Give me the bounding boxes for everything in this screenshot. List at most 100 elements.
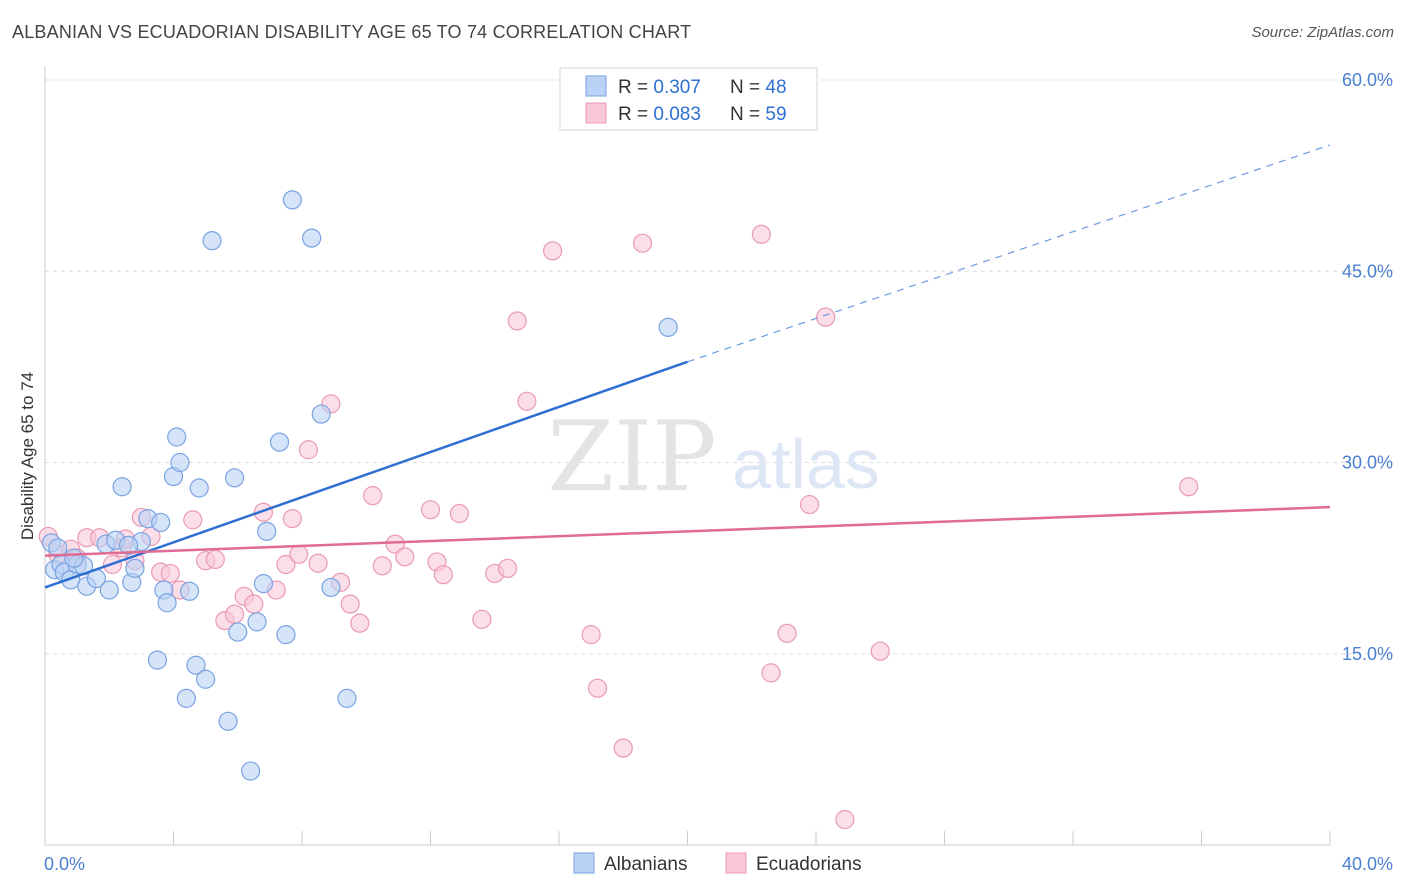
albanian-point-33	[241, 761, 261, 781]
albanian-point-22	[167, 427, 187, 447]
ecuadorian-point-40	[449, 503, 470, 524]
ecuadorian-point-45	[517, 391, 537, 411]
albanian-point-47	[64, 548, 84, 568]
ecuadorian-point-17	[205, 549, 225, 570]
ecuadorian-point-53	[777, 623, 797, 643]
trend-lines	[44, 144, 1331, 589]
ecuadorian-point-35	[385, 534, 405, 554]
watermark: ZIP atlas	[547, 401, 880, 513]
albanian-point-17	[147, 650, 168, 670]
albanian-point-43	[337, 688, 357, 708]
ecuadorian-point-25	[282, 508, 302, 529]
albanian-point-20	[157, 593, 177, 613]
albanian-point-44	[658, 317, 678, 337]
albanian-point-27	[189, 478, 209, 498]
albanian-point-25	[179, 581, 200, 601]
ecuadorian-point-21	[244, 594, 264, 614]
albanian-point-39	[282, 190, 302, 210]
svg-text:N = 48: N = 48	[730, 77, 787, 98]
svg-text:R = 0.083: R = 0.083	[618, 104, 701, 125]
ecuadorian-point-57	[799, 494, 820, 515]
ecuadorian-point-54	[816, 307, 836, 327]
legend-r-value-albanians: 0.307	[653, 77, 701, 98]
albanian-point-18	[151, 512, 171, 533]
ecuadorian-point-27	[298, 440, 319, 460]
albanian-point-42	[321, 577, 341, 598]
albanian-point-31	[224, 468, 245, 488]
albanian-trend-line	[44, 360, 688, 589]
gridlines	[45, 79, 1393, 655]
x-tick-label-max: 40.0%	[1342, 854, 1393, 874]
albanian-point-41	[311, 404, 331, 424]
legend-bottom-swatch-ecuadorians	[725, 852, 747, 874]
ecuadorians-points	[38, 224, 1199, 830]
ecuadorian-point-22	[253, 502, 274, 522]
ecuadorian-point-28	[308, 553, 328, 573]
ecuadorian-point-49	[613, 738, 633, 758]
ecuadorian-point-26	[289, 544, 309, 564]
ecuadorian-point-24	[276, 554, 296, 575]
legend-bottom: Albanians Ecuadorians	[573, 852, 862, 875]
y-tick-label-2: 45.0%	[1342, 261, 1393, 281]
legend-swatch-ecuadorians	[585, 102, 607, 124]
albanian-point-45	[118, 535, 139, 555]
ecuadorian-point-55	[835, 809, 855, 830]
albanian-point-26	[186, 655, 206, 675]
albanian-point-28	[196, 669, 216, 689]
albanian-point-30	[218, 711, 238, 731]
ecuadorian-point-13	[160, 563, 180, 584]
ecuadorian-point-36	[395, 547, 415, 567]
legend-r-value-ecuadorians: 0.083	[653, 104, 701, 125]
ecuadorian-point-32	[350, 613, 370, 633]
albanian-point-36	[257, 521, 277, 541]
watermark-zip: ZIP	[547, 401, 716, 513]
ecuadorian-point-39	[433, 565, 453, 585]
svg-text:R = 0.307: R = 0.307	[618, 77, 701, 98]
albanian-point-40	[302, 228, 322, 248]
axes	[44, 66, 1331, 846]
legend-r-label-ecuadorians: R =	[618, 104, 653, 125]
legend-swatch-albanians	[585, 75, 607, 97]
albanian-point-32	[228, 622, 248, 642]
ecuadorian-point-56	[870, 641, 890, 661]
albanian-point-29	[202, 231, 222, 251]
legend-bottom-swatch-albanians	[573, 852, 595, 874]
albanian-point-14	[125, 558, 145, 578]
chart-title: ALBANIAN VS ECUADORIAN DISABILITY AGE 65…	[12, 22, 692, 42]
ecuadorian-point-44	[507, 311, 527, 331]
ecuadorian-point-19	[224, 604, 245, 624]
ecuadorian-point-47	[581, 625, 601, 645]
ecuadorian-point-37	[420, 500, 441, 520]
ecuadorian-point-51	[751, 224, 771, 244]
ecuadorian-point-52	[761, 663, 781, 683]
ecuadorian-point-46	[542, 241, 563, 261]
legend-top: R = 0.307 N = 48 R = 0.083 N = 59	[559, 67, 818, 131]
legend-r-label-albanians: R =	[618, 77, 653, 98]
ecuadorian-trend-line	[44, 505, 1331, 557]
albanian-point-38	[276, 625, 296, 645]
legend-n-value-albanians: 48	[765, 77, 786, 98]
albanian-point-12	[112, 477, 132, 497]
ecuadorian-point-31	[340, 594, 360, 614]
albanian-point-24	[176, 688, 196, 708]
ecuadorian-point-48	[587, 678, 608, 698]
ecuadorian-point-58	[1179, 477, 1199, 497]
ecuadorian-point-15	[183, 510, 203, 530]
albanian-trend-extension	[687, 144, 1331, 363]
y-tick-label-3: 60.0%	[1342, 70, 1393, 90]
legend-n-value-ecuadorians: 59	[765, 104, 786, 125]
y-axis-title: Disability Age 65 to 74	[18, 372, 37, 540]
watermark-atlas: atlas	[732, 425, 880, 503]
x-tick-label-min: 0.0%	[44, 854, 85, 874]
albanian-point-10	[99, 580, 119, 600]
legend-n-label-ecuadorians: N =	[730, 104, 765, 125]
albanian-point-34	[247, 612, 267, 632]
y-tick-labels: 15.0% 30.0% 45.0% 60.0%	[1342, 70, 1393, 664]
legend-n-label-albanians: N =	[730, 77, 765, 98]
ecuadorian-point-50	[632, 233, 653, 253]
ecuadorian-point-43	[498, 558, 518, 578]
legend-bottom-label-albanians: Albanians	[604, 854, 687, 875]
ecuadorian-point-33	[363, 486, 383, 506]
y-tick-label-1: 30.0%	[1342, 453, 1393, 473]
